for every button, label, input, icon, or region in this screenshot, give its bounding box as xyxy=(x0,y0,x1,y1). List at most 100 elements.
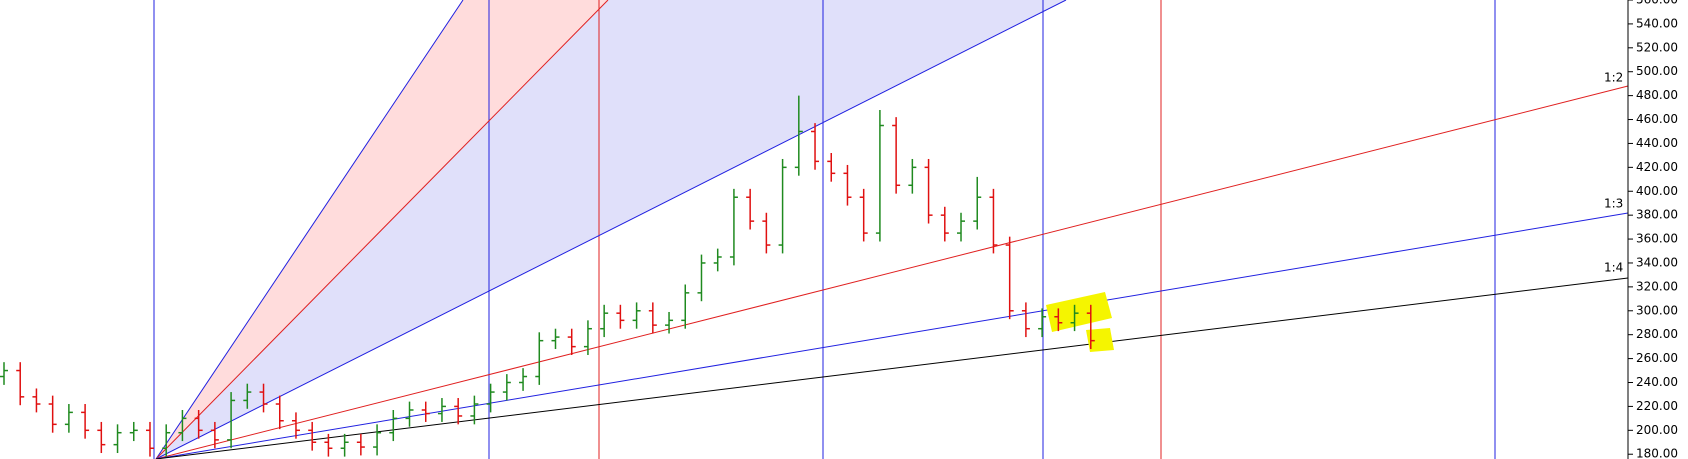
ohlc-bar xyxy=(454,398,463,425)
ohlc-bar xyxy=(97,421,106,454)
ohlc-bar xyxy=(0,362,8,385)
ohlc-bar xyxy=(1054,308,1063,332)
ohlc-bar xyxy=(340,433,349,457)
ohlc-bar xyxy=(875,109,884,242)
ohlc-bar xyxy=(729,188,738,266)
ohlc-bar xyxy=(859,188,868,242)
gann-fan xyxy=(153,0,1629,459)
y-tick-label: 420.00 xyxy=(1636,160,1678,174)
fan-line xyxy=(155,277,1629,459)
ohlc-bar xyxy=(162,424,171,457)
ohlc-bar xyxy=(908,158,917,194)
ohlc-bar xyxy=(275,395,284,430)
ohlc-bar xyxy=(697,254,706,302)
fan-line xyxy=(155,85,1629,459)
ohlc-bar xyxy=(194,409,203,439)
y-tick-label: 280.00 xyxy=(1636,327,1678,341)
y-tick-label: 400.00 xyxy=(1636,184,1678,198)
ohlc-bar xyxy=(437,398,446,422)
ohlc-bar xyxy=(940,206,949,242)
ohlc-bar xyxy=(405,401,414,427)
ohlc-bar xyxy=(794,95,803,176)
y-tick-label: 560.00 xyxy=(1636,0,1678,7)
ohlc-bar xyxy=(64,404,73,433)
ohlc-bar xyxy=(519,368,528,391)
y-tick-label: 340.00 xyxy=(1636,255,1678,269)
ohlc-bar xyxy=(746,188,755,230)
y-tick-label: 540.00 xyxy=(1636,16,1678,30)
ohlc-bar xyxy=(81,404,90,439)
y-tick-label: 460.00 xyxy=(1636,112,1678,126)
ohlc-bar xyxy=(324,433,333,457)
ohlc-bar xyxy=(373,424,382,456)
highlight xyxy=(1086,328,1114,352)
ohlc-bar xyxy=(973,176,982,230)
ohlc-bar xyxy=(16,362,25,406)
y-tick-label: 240.00 xyxy=(1636,375,1678,389)
fan-line xyxy=(155,212,1629,459)
fan-line xyxy=(155,0,1067,459)
ohlc-bar xyxy=(486,383,495,413)
ohlc-bar xyxy=(113,424,122,454)
ohlc-bar xyxy=(470,395,479,425)
y-tick-label: 320.00 xyxy=(1636,279,1678,293)
ohlc-bar xyxy=(924,158,933,224)
ohlc-bar xyxy=(291,412,300,439)
ohlc-bar xyxy=(421,401,430,422)
ohlc-bar xyxy=(32,388,41,413)
ohlc-bar xyxy=(892,117,901,194)
ohlc-bar xyxy=(811,123,820,170)
ohlc-bar xyxy=(48,395,57,433)
ohlc-bar xyxy=(259,383,268,413)
ohlc-bar xyxy=(145,421,154,457)
axis-panel xyxy=(1628,0,1688,459)
ohlc-bar xyxy=(210,421,219,449)
ohlc-bar xyxy=(1070,304,1079,332)
y-tick-label: 500.00 xyxy=(1636,64,1678,78)
fan-label: 1:3 xyxy=(1604,197,1623,211)
fan-line xyxy=(155,0,609,459)
y-tick-label: 300.00 xyxy=(1636,303,1678,317)
ohlc-bar xyxy=(778,158,787,254)
fan-line xyxy=(155,0,464,459)
ohlc-bar xyxy=(843,164,852,206)
ohlc-bar xyxy=(713,248,722,272)
ohlc-bar xyxy=(227,392,236,449)
ohlc-bar xyxy=(243,383,252,409)
ohlc-bar xyxy=(1086,304,1095,350)
highlight xyxy=(1046,292,1112,332)
ohlc-bar xyxy=(551,328,560,350)
y-tick-label: 180.00 xyxy=(1636,447,1678,459)
ohlc-bar xyxy=(762,212,771,254)
y-tick-label: 380.00 xyxy=(1636,208,1678,222)
ohlc-bar xyxy=(502,374,511,401)
ohlc-bar xyxy=(389,409,398,442)
ohlc-bar xyxy=(632,302,641,329)
ohlc-bar xyxy=(129,421,138,442)
ohlc-bar xyxy=(308,421,317,451)
fan-label: 1:4 xyxy=(1604,261,1623,275)
ohlc-bar xyxy=(681,284,690,329)
ohlc-bar xyxy=(535,332,544,385)
fan-label: 1:2 xyxy=(1604,71,1623,85)
ohlc-bar xyxy=(616,304,625,329)
ohlc-bar xyxy=(648,302,657,334)
y-tick-label: 440.00 xyxy=(1636,136,1678,150)
ohlc-bar xyxy=(1038,308,1047,338)
y-tick-label: 200.00 xyxy=(1636,423,1678,437)
ohlc-bar xyxy=(989,188,998,254)
y-tick-label: 520.00 xyxy=(1636,40,1678,54)
ohlc-bar xyxy=(178,409,187,442)
y-tick-label: 480.00 xyxy=(1636,88,1678,102)
ohlc-bar xyxy=(583,320,592,356)
y-tick-label: 260.00 xyxy=(1636,351,1678,365)
y-tick-label: 220.00 xyxy=(1636,399,1678,413)
ohlc-bar xyxy=(665,311,674,334)
ohlc-bar xyxy=(827,153,836,182)
ohlc-bar xyxy=(957,212,966,242)
ohlc-bar xyxy=(1021,302,1030,338)
ohlc-bar xyxy=(600,304,609,338)
ohlc-bar xyxy=(567,328,576,356)
ohlc-bar xyxy=(356,433,365,456)
